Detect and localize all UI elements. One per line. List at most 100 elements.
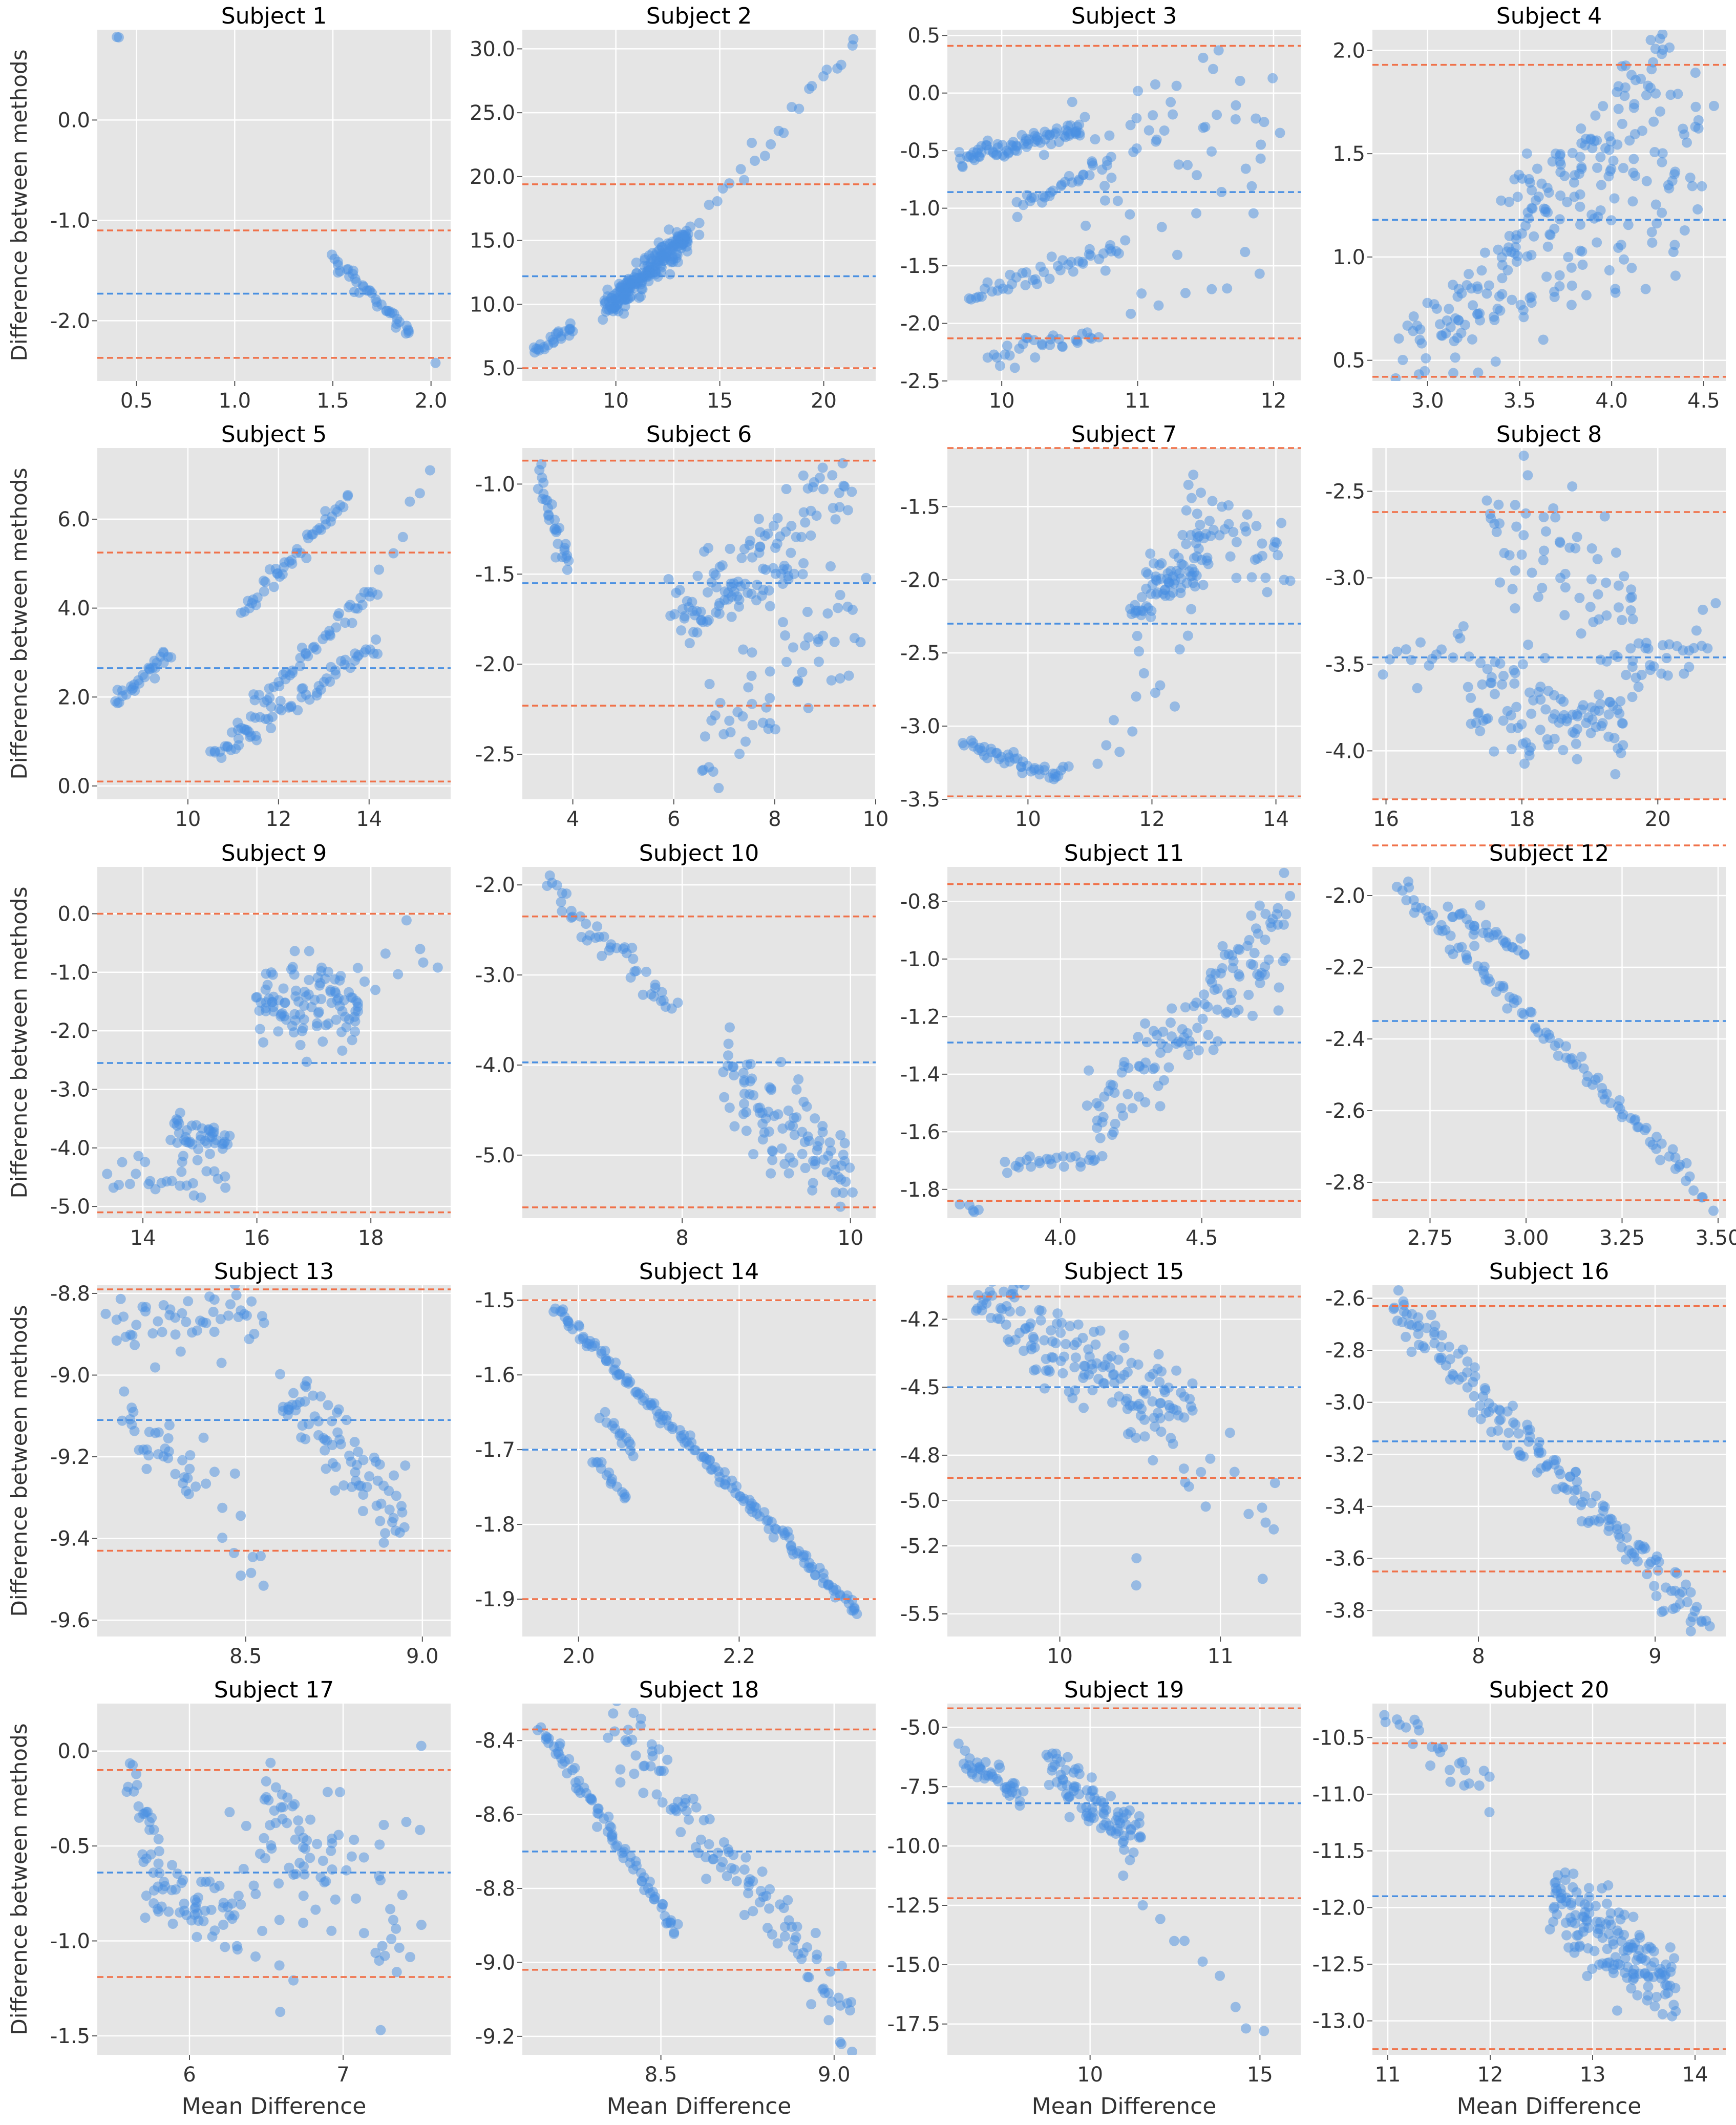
data-point — [311, 1021, 322, 1032]
data-point — [217, 1502, 228, 1513]
data-point — [209, 1326, 220, 1337]
data-point — [259, 586, 269, 597]
data-point — [1068, 266, 1078, 277]
data-point — [273, 1026, 284, 1037]
data-point — [1498, 671, 1509, 682]
data-point — [379, 1950, 390, 1961]
data-point — [1475, 1400, 1486, 1411]
data-point — [201, 1166, 212, 1177]
data-point — [1413, 1312, 1424, 1323]
data-point — [1050, 1338, 1061, 1349]
y-tick-label: -3.0 — [1325, 1391, 1365, 1415]
data-point — [1046, 139, 1056, 150]
data-point — [1553, 1050, 1563, 1061]
data-point — [1585, 602, 1596, 612]
data-point — [1445, 930, 1456, 941]
data-point — [1012, 211, 1023, 222]
data-point — [1009, 363, 1020, 373]
data-point — [1613, 103, 1624, 114]
data-point — [803, 632, 814, 643]
data-point — [1415, 637, 1426, 648]
data-point — [1108, 1127, 1119, 1137]
data-point — [1519, 949, 1530, 960]
y-tick-label: -2.8 — [1325, 1339, 1365, 1363]
data-point — [757, 1866, 768, 1877]
data-point — [1131, 1432, 1141, 1443]
data-point — [1646, 227, 1657, 238]
x-tick-label: 14 — [1682, 2063, 1708, 2087]
data-point — [1640, 284, 1651, 294]
data-point — [1610, 284, 1621, 294]
data-point — [1510, 1419, 1521, 1430]
subplot-title: Subject 17 — [214, 1677, 334, 1703]
data-point — [128, 1407, 139, 1417]
data-point — [1540, 526, 1551, 537]
x-tick-label: 10 — [863, 808, 889, 831]
data-point — [798, 470, 809, 481]
data-point — [1268, 542, 1279, 552]
data-point — [1586, 574, 1597, 585]
data-point — [1497, 260, 1508, 270]
data-point — [401, 915, 412, 926]
data-point — [628, 1708, 639, 1718]
data-point — [1604, 144, 1615, 155]
data-point — [1234, 944, 1245, 955]
y-tick-label: -1.5 — [900, 495, 940, 519]
data-point — [351, 1893, 362, 1904]
data-point — [629, 1769, 640, 1779]
data-point — [1523, 640, 1534, 650]
data-point — [548, 337, 559, 348]
data-point — [231, 1290, 242, 1301]
data-point — [1128, 1847, 1139, 1858]
data-point — [1459, 320, 1470, 330]
data-point — [1613, 580, 1624, 591]
data-point — [734, 749, 745, 759]
data-point — [1223, 500, 1234, 511]
data-point — [1664, 42, 1675, 53]
data-point — [586, 1341, 597, 1352]
data-point — [1450, 352, 1460, 363]
data-point — [1131, 691, 1141, 702]
x-tick-label: 11 — [1208, 1645, 1234, 1668]
x-tick-label: 6 — [667, 808, 680, 831]
data-point — [1087, 158, 1097, 168]
data-point — [146, 1813, 157, 1823]
x-tick-label: 15 — [707, 389, 733, 413]
data-point — [973, 151, 984, 162]
data-point — [1470, 414, 1480, 424]
data-point — [290, 1834, 301, 1845]
data-point — [341, 1865, 352, 1876]
data-point — [638, 989, 648, 1000]
data-point — [736, 552, 747, 563]
data-point — [592, 1821, 603, 1832]
data-point — [1174, 568, 1185, 579]
data-point — [1392, 646, 1403, 657]
data-point — [274, 1915, 285, 1925]
data-point — [266, 967, 277, 978]
data-point — [614, 1369, 625, 1379]
data-point — [1599, 511, 1610, 522]
data-point — [1649, 2001, 1660, 2012]
data-point — [391, 1923, 401, 1934]
data-point — [1249, 948, 1260, 959]
y-tick-label: -3.4 — [1325, 1495, 1365, 1519]
y-tick-label: -4.0 — [475, 1054, 515, 1077]
data-point — [844, 2005, 855, 2016]
data-point — [1609, 193, 1620, 204]
data-point — [1466, 692, 1476, 703]
data-point — [1671, 1568, 1682, 1579]
data-point — [791, 1112, 802, 1123]
data-point — [1189, 1001, 1199, 1011]
gridlines — [97, 1285, 451, 1637]
y-tick-label: -12.0 — [1312, 1896, 1366, 1920]
data-point — [1567, 147, 1578, 158]
data-point — [1485, 508, 1496, 519]
data-point — [1488, 311, 1499, 322]
y-tick-label: -9.2 — [475, 2025, 515, 2049]
data-point — [836, 59, 846, 70]
data-point — [1046, 251, 1057, 262]
data-point — [374, 1839, 385, 1850]
subplot-title: Subject 10 — [639, 840, 759, 866]
data-point — [1082, 1100, 1092, 1111]
subplot-title: Subject 5 — [221, 421, 327, 448]
